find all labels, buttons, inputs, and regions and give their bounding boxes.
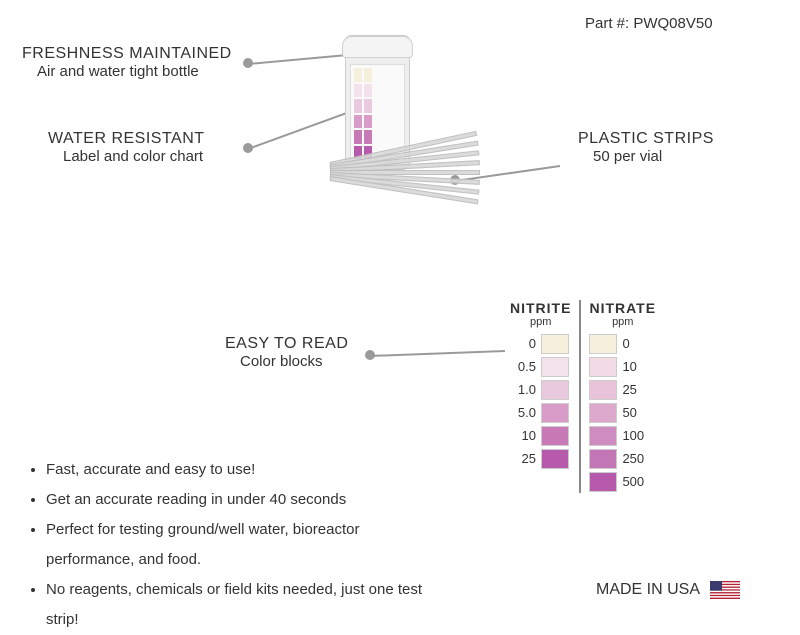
nitrite-row: 0.5 — [510, 355, 571, 378]
nitrite-row: 0 — [510, 332, 571, 355]
callout-water-resistant-title: WATER RESISTANT — [48, 130, 205, 148]
nitrate-row: 100 — [589, 424, 656, 447]
nitrate-swatch — [589, 357, 617, 377]
nitrite-swatch — [541, 334, 569, 354]
nitrate-swatch — [589, 426, 617, 446]
nitrate-swatch — [589, 472, 617, 492]
made-in-label: MADE IN USA — [596, 581, 700, 599]
nitrite-value: 10 — [510, 428, 536, 443]
callout-freshness: FRESHNESS MAINTAINED Air and water tight… — [22, 45, 232, 80]
test-strips-illustration — [320, 150, 500, 195]
color-chart: NITRITE ppm 0 0.5 1.0 5.0 10 25 NITRATE ppm 0… — [510, 300, 656, 493]
usa-flag-icon — [710, 581, 740, 599]
nitrate-row: 500 — [589, 470, 656, 493]
part-number: Part #: PWQ08V50 — [585, 15, 713, 32]
callout-plastic-strips-sub: 50 per vial — [593, 148, 714, 165]
nitrate-row: 10 — [589, 355, 656, 378]
nitrate-value: 0 — [622, 336, 652, 351]
nitrate-value: 25 — [622, 382, 652, 397]
feature-bullet: No reagents, chemicals or field kits nee… — [46, 575, 452, 635]
nitrite-swatch — [541, 380, 569, 400]
nitrate-unit: ppm — [589, 316, 656, 328]
nitrate-swatch — [589, 380, 617, 400]
nitrate-value: 10 — [622, 359, 652, 374]
nitrate-swatch — [589, 403, 617, 423]
nitrate-swatch — [589, 449, 617, 469]
nitrite-column: NITRITE ppm 0 0.5 1.0 5.0 10 25 — [510, 300, 571, 493]
feature-bullet: Perfect for testing ground/well water, b… — [46, 515, 452, 575]
nitrate-value: 250 — [622, 451, 652, 466]
nitrate-value: 100 — [622, 428, 652, 443]
chart-divider — [579, 300, 581, 493]
made-in-usa: MADE IN USA — [596, 581, 740, 599]
bottle-cap — [342, 36, 413, 58]
leader-line — [370, 350, 505, 356]
nitrate-value: 50 — [622, 405, 652, 420]
callout-water-resistant-sub: Label and color chart — [63, 148, 205, 165]
nitrite-row: 1.0 — [510, 378, 571, 401]
leader-line — [248, 110, 353, 149]
nitrate-row: 0 — [589, 332, 656, 355]
nitrite-value: 1.0 — [510, 382, 536, 397]
nitrite-value: 25 — [510, 451, 536, 466]
nitrite-value: 5.0 — [510, 405, 536, 420]
nitrite-header: NITRITE — [510, 300, 571, 316]
nitrite-swatch — [541, 403, 569, 423]
nitrate-row: 250 — [589, 447, 656, 470]
nitrate-header: NITRATE — [589, 300, 656, 316]
nitrate-value: 500 — [622, 474, 652, 489]
feature-bullet: Get an accurate reading in under 40 seco… — [46, 485, 452, 515]
nitrite-row: 10 — [510, 424, 571, 447]
nitrite-swatch — [541, 357, 569, 377]
callout-plastic-strips: PLASTIC STRIPS 50 per vial — [578, 130, 714, 165]
nitrate-row: 50 — [589, 401, 656, 424]
nitrate-row: 25 — [589, 378, 656, 401]
callout-easy-read: EASY TO READ Color blocks — [225, 335, 348, 370]
callout-easy-read-title: EASY TO READ — [225, 335, 348, 353]
nitrite-swatch — [541, 426, 569, 446]
callout-water-resistant: WATER RESISTANT Label and color chart — [48, 130, 205, 165]
callout-plastic-strips-title: PLASTIC STRIPS — [578, 130, 714, 148]
leader-line — [248, 54, 348, 64]
callout-freshness-title: FRESHNESS MAINTAINED — [22, 45, 232, 63]
nitrate-swatch — [589, 334, 617, 354]
callout-easy-read-sub: Color blocks — [240, 353, 348, 370]
nitrite-value: 0 — [510, 336, 536, 351]
nitrite-swatch — [541, 449, 569, 469]
nitrite-unit: ppm — [510, 316, 571, 328]
feature-bullets: Fast, accurate and easy to use!Get an ac… — [22, 455, 452, 635]
nitrate-column: NITRATE ppm 0 10 25 50 100 250 500 — [589, 300, 656, 493]
feature-bullet: Fast, accurate and easy to use! — [46, 455, 452, 485]
nitrite-value: 0.5 — [510, 359, 536, 374]
nitrite-row: 5.0 — [510, 401, 571, 424]
nitrite-row: 25 — [510, 447, 571, 470]
callout-freshness-sub: Air and water tight bottle — [37, 63, 232, 80]
